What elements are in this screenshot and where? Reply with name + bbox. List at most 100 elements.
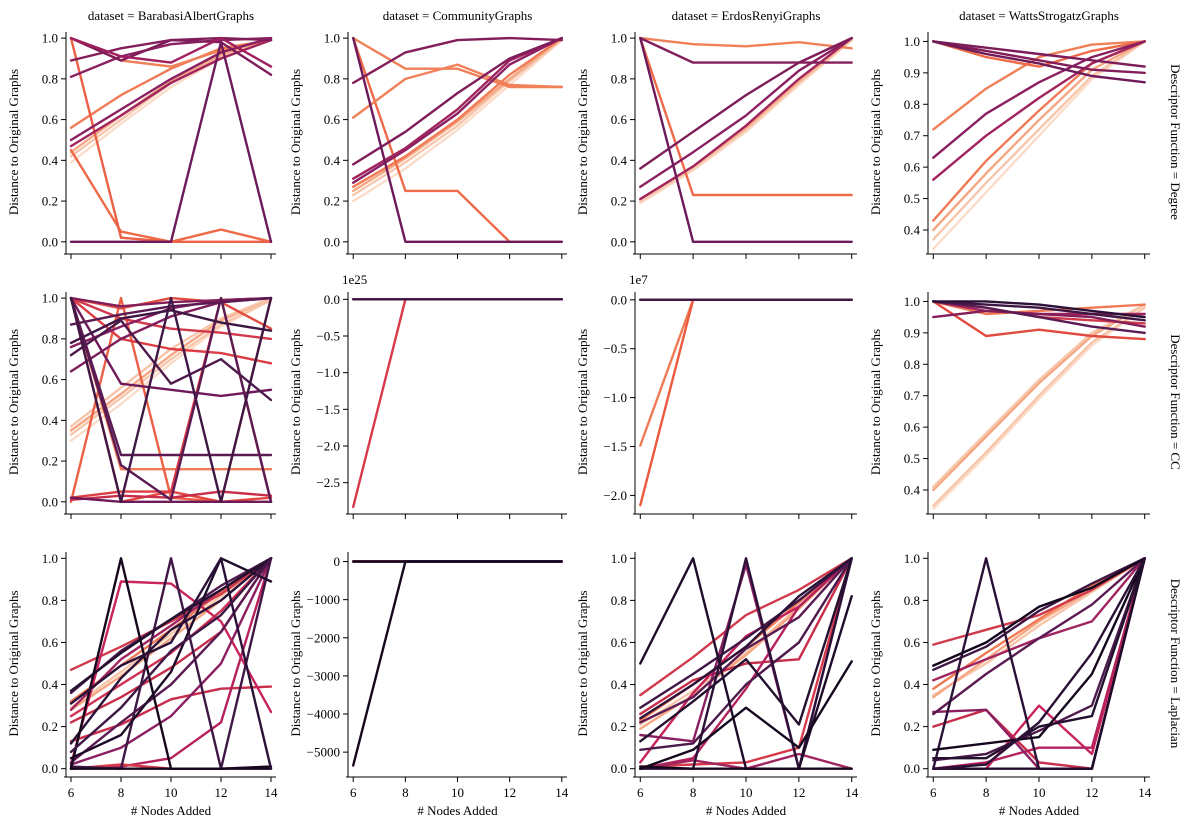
series-line	[69, 36, 273, 77]
y-tick-label: −1.0	[603, 390, 627, 405]
series-line	[352, 560, 563, 767]
row-title: Descriptor Function = Degree	[1168, 64, 1183, 220]
series-line	[352, 36, 563, 189]
y-tick-label: 0.0	[611, 292, 627, 307]
x-axis-label: # Nodes Added	[131, 803, 212, 818]
y-tick-label: 0.7	[904, 128, 921, 143]
series-line	[69, 309, 273, 345]
series-line	[352, 36, 563, 244]
y-axis-label: Distance to Original Graphs	[6, 69, 21, 215]
column-title: dataset = CommunityGraphs	[383, 8, 533, 23]
series-line	[932, 40, 1146, 159]
y-tick-label: 0.6	[904, 420, 921, 435]
series-line	[69, 296, 273, 398]
series-line	[639, 557, 853, 751]
y-tick-label: 1.0	[42, 31, 58, 46]
y-tick-label: 0.4	[42, 413, 59, 428]
series-line	[932, 303, 1146, 492]
series-line	[932, 40, 1146, 232]
y-tick-label: −3000	[307, 668, 340, 683]
series-line	[932, 557, 1146, 762]
y-tick-label: −0.5	[603, 341, 627, 356]
series-line	[352, 36, 563, 180]
facet-panel-r2-c2: 0.0 0.2 0.4 0.6 0.8 1.0 6 8 10 12 14 Distance to Or…	[575, 551, 859, 818]
series-group	[932, 40, 1146, 251]
series-line	[932, 557, 1146, 667]
column-title: dataset = WattsStrogatzGraphs	[959, 8, 1119, 23]
x-tick-label: 14	[845, 785, 859, 800]
series-line	[69, 41, 273, 244]
axis-offset-label: 1e25	[342, 272, 367, 287]
series-line	[639, 557, 853, 697]
y-axis-label: Distance to Original Graphs	[6, 590, 21, 736]
x-tick-label: 14	[265, 785, 279, 800]
series-line	[69, 38, 273, 164]
x-tick-label: 6	[68, 785, 75, 800]
series-line	[932, 557, 1146, 716]
y-tick-label: 0.0	[611, 234, 627, 249]
y-tick-label: 0.4	[611, 677, 628, 692]
y-tick-label: −5000	[307, 745, 340, 760]
y-tick-label: −2.0	[603, 488, 627, 503]
y-tick-label: 0.2	[324, 194, 340, 209]
x-tick-label: 8	[118, 785, 125, 800]
y-axis-label: Distance to Original Graphs	[575, 69, 590, 215]
series-line	[639, 557, 853, 743]
column-title: dataset = ErdosRenyiGraphs	[672, 8, 821, 23]
y-tick-label: 0.7	[904, 388, 921, 403]
series-line	[932, 40, 1146, 75]
series-line	[69, 557, 273, 760]
series-line	[69, 557, 273, 754]
y-tick-label: 0.4	[611, 153, 628, 168]
series-line	[352, 63, 563, 119]
series-line	[932, 309, 1146, 328]
series-line	[352, 298, 563, 509]
x-tick-label: 8	[983, 785, 990, 800]
series-line	[639, 298, 853, 507]
y-tick-label: 0.4	[324, 153, 341, 168]
facet-panel-r1-c3: 0.4 0.5 0.6 0.7 0.8 0.9 1.0 Distance to Origina…	[868, 292, 1150, 519]
y-tick-label: 0.6	[611, 635, 628, 650]
x-tick-label: 8	[690, 785, 697, 800]
y-tick-label: 0.0	[42, 234, 58, 249]
y-tick-label: 0.5	[904, 191, 920, 206]
series-line	[932, 557, 1146, 760]
y-axis-label: Distance to Original Graphs	[288, 590, 303, 736]
x-tick-label: 12	[215, 785, 228, 800]
series-line	[639, 298, 853, 447]
series-line	[639, 557, 853, 724]
series-line	[69, 557, 273, 745]
facet-panel-r1-c1: 0.0 −0.5 −1.0 −1.5 −2.0 −2.5 1e25 Distance to O…	[288, 272, 567, 519]
y-tick-label: 0.8	[611, 71, 627, 86]
y-axis-label: Distance to Original Graphs	[575, 329, 590, 475]
y-tick-label: 0.8	[42, 593, 58, 608]
series-line	[352, 36, 563, 89]
series-line	[932, 40, 1146, 181]
x-tick-label: 10	[451, 785, 464, 800]
y-tick-label: 0.6	[904, 160, 921, 175]
series-group	[69, 296, 273, 503]
series-group	[932, 557, 1146, 770]
series-line	[932, 557, 1146, 770]
series-line	[932, 300, 1146, 322]
y-axis-label: Distance to Original Graphs	[288, 69, 303, 215]
y-tick-label: −1000	[307, 592, 340, 607]
x-tick-label: 12	[503, 785, 516, 800]
y-tick-label: −2.0	[316, 439, 340, 454]
series-line	[932, 40, 1146, 68]
series-line	[69, 36, 273, 68]
series-line	[639, 36, 853, 244]
y-tick-label: −1.5	[603, 439, 627, 454]
y-tick-label: −1.0	[316, 365, 340, 380]
y-tick-label: 0.6	[42, 635, 59, 650]
series-line	[932, 300, 1146, 316]
y-tick-label: −1.5	[316, 402, 340, 417]
y-axis-label: Distance to Original Graphs	[6, 329, 21, 475]
series-line	[639, 36, 853, 50]
y-tick-label: 0.0	[324, 234, 340, 249]
series-line	[69, 296, 273, 341]
facet-panel-r0-c3: 0.4 0.5 0.6 0.7 0.8 0.9 1.0 Distance to Origina…	[868, 32, 1150, 259]
facet-panel-r2-c1: 0 −1000 −2000 −3000 −4000 −5000 6 8 10 12 14 Distan…	[288, 552, 569, 818]
series-line	[932, 40, 1146, 131]
series-line	[932, 557, 1146, 697]
